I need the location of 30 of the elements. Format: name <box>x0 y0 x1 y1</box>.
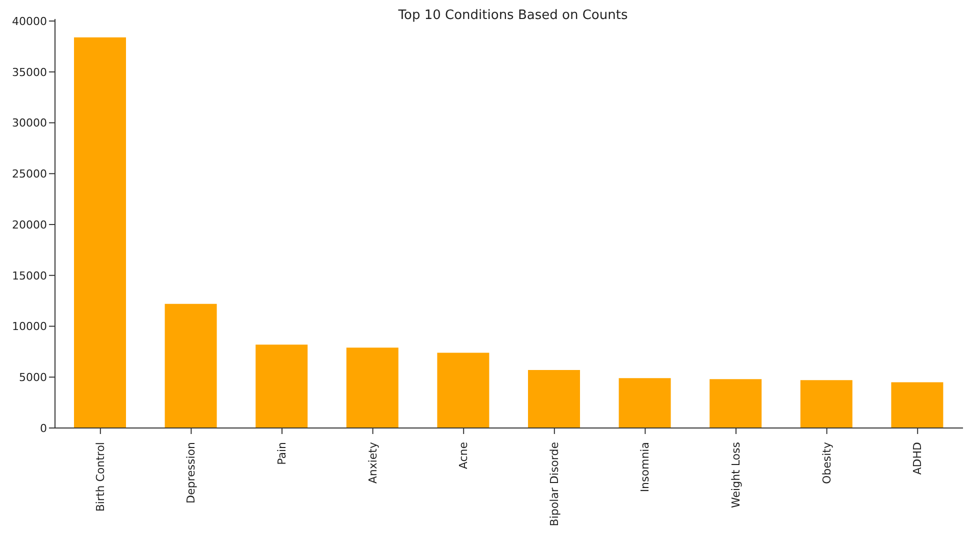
x-tick-label: Pain <box>276 442 288 465</box>
y-tick-label: 0 <box>40 422 47 435</box>
x-tick-label: Acne <box>457 442 470 470</box>
bar <box>256 344 308 428</box>
bar <box>346 348 398 428</box>
y-tick-label: 10000 <box>12 320 47 334</box>
chart-title: Top 10 Conditions Based on Counts <box>397 8 629 23</box>
x-tick-label: Obesity <box>820 442 834 484</box>
bar <box>891 382 944 428</box>
bar <box>74 37 126 428</box>
bar <box>618 378 671 428</box>
y-tick-label: 20000 <box>12 218 47 232</box>
bar <box>164 304 217 428</box>
x-tick-label: Birth Control <box>94 442 107 512</box>
x-tick-label: Depression <box>184 442 198 504</box>
y-tick-label: 30000 <box>12 116 47 130</box>
y-tick-label: 15000 <box>12 269 47 282</box>
bar <box>528 370 580 428</box>
y-tick-label: 40000 <box>12 14 47 28</box>
bar <box>710 379 762 428</box>
bar <box>437 352 490 428</box>
x-tick-label: Bipolar Disorde <box>548 442 561 526</box>
y-tick-label: 25000 <box>12 168 47 181</box>
y-tick-label: 35000 <box>12 66 47 79</box>
x-tick-label: Insomnia <box>638 442 652 492</box>
x-tick-label: Weight Loss <box>730 442 742 508</box>
x-tick-label: ADHD <box>911 442 924 475</box>
x-tick-label: Anxiety <box>366 442 380 484</box>
bar <box>800 380 852 428</box>
y-tick-label: 5000 <box>19 371 47 384</box>
